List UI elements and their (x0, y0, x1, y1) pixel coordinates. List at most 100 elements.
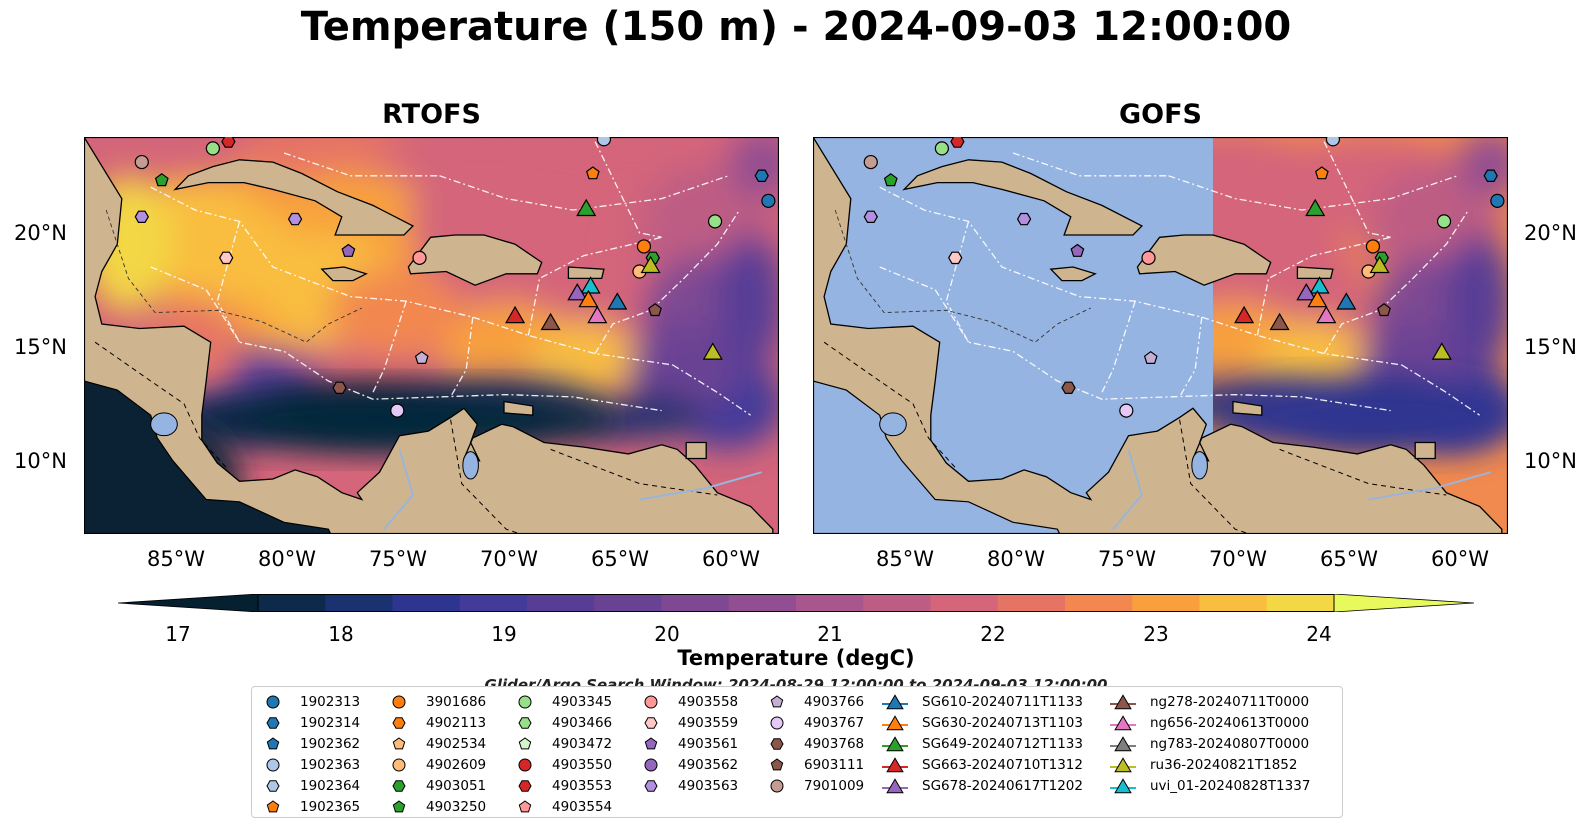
hexagon-marker-icon (644, 779, 658, 792)
legend-item: 7901009 (764, 775, 864, 796)
marker-rtofs-SG663-20240710T1312 (505, 305, 526, 324)
legend-column: 4903558 4903559 4903561 4903562 4903563 (638, 691, 738, 796)
legend-item: 1902362 (260, 733, 360, 754)
marker-rtofs-ru36-20240821T1852 (640, 255, 661, 274)
legend-column: 3901686 4902113 4902534 4902609 4903051 49032… (386, 691, 486, 817)
colorbar-bin (930, 594, 999, 612)
lon-label-gofs-85w: 85°W (876, 547, 934, 571)
marker-rtofs-ng278-20240711T0000 (540, 312, 561, 331)
marker-gofs-ng278-20240711T0000 (1269, 312, 1290, 331)
marker-rtofs-1902313 (761, 193, 776, 208)
legend-item-label: 4903554 (552, 798, 613, 815)
colorbar-tick-20: 20 (654, 622, 680, 646)
legend-item-label: 4903051 (426, 777, 487, 794)
colorbar-bin (258, 594, 326, 612)
circle-marker-icon (392, 695, 406, 708)
hexagon-marker-icon (770, 737, 784, 750)
legend-item: 4903768 (764, 733, 864, 754)
marker-gofs-6903111 (1377, 303, 1391, 317)
colorbar-bin (661, 594, 730, 612)
marker-gofs-1902365 (1314, 166, 1329, 180)
legend-item-label: SG610-20240711T1133 (922, 693, 1083, 710)
legend-item-label: 4903250 (426, 798, 487, 815)
search-window-text: Glider/Argo Search Window: 2024-08-29 12… (484, 676, 1108, 694)
lon-label-rtofs-75w: 75°W (369, 547, 427, 571)
legend-item: 4902534 (386, 733, 486, 754)
circle-marker-icon (518, 758, 532, 771)
legend-item-label: 1902364 (300, 777, 361, 794)
legend-item: 6903111 (764, 754, 864, 775)
colorbar-bin (796, 594, 864, 612)
marker-gofs-ru36-20240821T1852 (1431, 342, 1452, 360)
colorbar-tick-18: 18 (328, 622, 354, 646)
circle-marker-icon (770, 716, 784, 729)
legend-item: ng656-20240613T0000 (1110, 712, 1310, 733)
colorbar-tick-22: 22 (980, 622, 1006, 646)
hexagon-marker-icon (392, 716, 406, 729)
colorbar-tick-21: 21 (817, 622, 843, 646)
triangle-marker-icon (882, 777, 908, 793)
circle-marker-icon (392, 758, 406, 771)
pentagon-marker-icon (518, 799, 532, 812)
legend-item: 4903554 (512, 796, 612, 817)
legend-item: SG678-20240617T1202 (882, 775, 1083, 796)
marker-rtofs-1902314 (754, 169, 769, 183)
legend-item: ru36-20240821T1852 (1110, 754, 1310, 775)
legend-column: 4903766 4903767 4903768 6903111 7901009 (764, 691, 864, 796)
circle-marker-icon (266, 758, 280, 771)
legend-item: 3901686 (386, 691, 486, 712)
legend-item-label: SG649-20240712T1133 (922, 735, 1083, 752)
legend-item-label: 4902534 (426, 735, 487, 752)
lon-label-rtofs-85w: 85°W (147, 547, 205, 571)
colorbar-bin (728, 594, 797, 612)
marker-gofs-4903561 (1070, 243, 1085, 257)
marker-gofs-1902314 (1483, 169, 1498, 183)
legend-item: ng783-20240807T0000 (1110, 733, 1310, 754)
marker-gofs-4903767 (1119, 403, 1134, 418)
legend-item-label: 4903559 (678, 714, 739, 731)
marker-rtofs-4903561 (341, 243, 356, 257)
legend-item: 4902113 (386, 712, 486, 733)
legend-item: 4903559 (638, 712, 738, 733)
colorbar-tick-23: 23 (1143, 622, 1169, 646)
marker-rtofs-6903111 (414, 350, 429, 364)
legend-item-label: 4902113 (426, 714, 487, 731)
legend-item-label: 1902314 (300, 714, 361, 731)
marker-rtofs-SG649-20240712T1133 (576, 198, 597, 217)
legend-item-label: 4903767 (804, 714, 865, 731)
legend-item-label: 3901686 (426, 693, 487, 710)
marker-rtofs-SG610-20240711T1133 (607, 292, 628, 310)
colorbar-bin (1199, 594, 1268, 612)
marker-rtofs-1902363 (596, 137, 612, 147)
legend-item: 4903563 (638, 775, 738, 796)
panel-title-rtofs: RTOFS (382, 99, 481, 130)
legend-item: 4903051 (386, 775, 486, 796)
marker-rtofs-4903563 (287, 212, 303, 226)
triangle-marker-icon (1110, 777, 1136, 793)
lat-label-left-20n: 20°N (14, 221, 67, 245)
marker-gofs-SG678-20240617T1202 (1296, 282, 1317, 301)
legend-item-label: SG678-20240617T1202 (922, 777, 1083, 794)
marker-rtofs-uvi_01-20240828T1337 (580, 276, 601, 294)
lon-label-gofs-80w: 80°W (987, 547, 1045, 571)
marker-rtofs-3901686 (636, 239, 652, 254)
lon-label-rtofs-65w: 65°W (591, 547, 649, 571)
marker-rtofs-SG678-20240617T1202 (567, 282, 588, 301)
marker-gofs-SG663-20240710T1312 (1234, 305, 1255, 324)
colorbar-bin (1266, 594, 1335, 612)
marker-rtofs-4903768 (332, 381, 347, 394)
marker-gofs-4903768 (1061, 381, 1076, 394)
marker-gofs-4903250 (883, 173, 898, 187)
marker-gofs-4903345 (934, 141, 949, 156)
marker-gofs-1902363 (1325, 137, 1341, 147)
lon-label-rtofs-70w: 70°W (480, 547, 538, 571)
legend-item-label: 6903111 (804, 756, 865, 773)
legend-item-label: 4903550 (552, 756, 613, 773)
legend-item: 4903558 (638, 691, 738, 712)
marker-rtofs-4903563 (134, 210, 149, 224)
triangle-marker-icon (882, 756, 908, 772)
legend-item-label: 4903561 (678, 735, 739, 752)
legend-item: SG663-20240710T1312 (882, 754, 1083, 775)
legend-item-label: 4903766 (804, 693, 865, 710)
legend-item-label: ru36-20240821T1852 (1150, 756, 1298, 773)
